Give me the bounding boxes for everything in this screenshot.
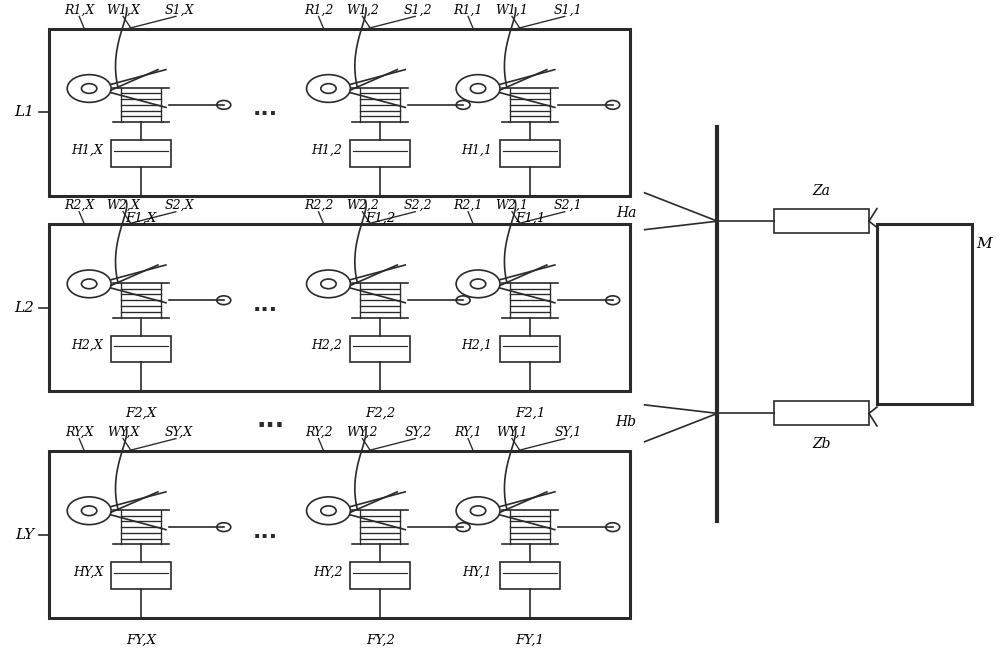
Text: S1,2: S1,2 (404, 3, 433, 16)
Text: W2,1: W2,1 (496, 199, 528, 212)
Text: ...: ... (253, 522, 278, 541)
Text: F1,2: F1,2 (365, 212, 395, 225)
Text: S1,1: S1,1 (553, 3, 582, 16)
Text: R2,1: R2,1 (453, 199, 483, 212)
Text: SY,2: SY,2 (405, 426, 432, 439)
Text: S2,1: S2,1 (553, 199, 582, 212)
Text: W2,2: W2,2 (346, 199, 379, 212)
Text: HY,X: HY,X (73, 566, 103, 579)
Text: RY,1: RY,1 (454, 426, 482, 439)
Text: M: M (977, 237, 992, 251)
Text: W1,1: W1,1 (496, 3, 528, 16)
Text: S2,X: S2,X (164, 199, 194, 212)
Text: FY,X: FY,X (126, 634, 156, 647)
Text: H1,X: H1,X (71, 144, 103, 157)
Text: H2,2: H2,2 (312, 339, 342, 352)
Text: SY,X: SY,X (165, 426, 193, 439)
Bar (111, 336, 171, 362)
Text: L2: L2 (14, 301, 34, 315)
Bar (500, 563, 560, 589)
Text: WY,2: WY,2 (347, 426, 378, 439)
Text: F1,X: F1,X (125, 212, 157, 225)
Text: FY,1: FY,1 (515, 634, 544, 647)
Text: ...: ... (253, 295, 278, 315)
Bar (49, 29, 630, 196)
Text: Zb: Zb (812, 437, 831, 450)
Text: FY,2: FY,2 (366, 634, 395, 647)
Text: L1: L1 (14, 105, 34, 119)
Text: F2,1: F2,1 (515, 407, 545, 420)
Bar (350, 336, 410, 362)
Bar (500, 336, 560, 362)
Text: F2,2: F2,2 (365, 407, 395, 420)
Text: HY,1: HY,1 (463, 566, 492, 579)
Text: F1,1: F1,1 (515, 212, 545, 225)
Bar (774, 402, 869, 425)
Text: RY,2: RY,2 (305, 426, 332, 439)
Text: W2,X: W2,X (106, 199, 140, 212)
Text: RY,X: RY,X (65, 426, 93, 439)
Text: W1,2: W1,2 (346, 3, 379, 16)
Text: ...: ... (257, 408, 285, 432)
Text: SY,1: SY,1 (554, 426, 581, 439)
Bar (111, 140, 171, 167)
Text: H2,1: H2,1 (461, 339, 492, 352)
Text: F2,X: F2,X (125, 407, 157, 420)
Bar (49, 451, 630, 618)
Bar (350, 140, 410, 167)
Text: Za: Za (813, 184, 831, 198)
Text: H2,X: H2,X (71, 339, 103, 352)
Text: ...: ... (253, 99, 278, 119)
Text: R2,X: R2,X (64, 199, 94, 212)
Text: WY,1: WY,1 (496, 426, 528, 439)
Text: H1,2: H1,2 (312, 144, 342, 157)
Text: R1,1: R1,1 (453, 3, 483, 16)
Bar (500, 140, 560, 167)
Bar (350, 563, 410, 589)
Text: S2,2: S2,2 (404, 199, 433, 212)
Text: R2,2: R2,2 (304, 199, 333, 212)
Bar (111, 563, 171, 589)
Text: R1,X: R1,X (64, 3, 94, 16)
Text: WY,X: WY,X (107, 426, 139, 439)
Text: LY: LY (15, 528, 34, 542)
Text: R1,2: R1,2 (304, 3, 333, 16)
Bar (49, 225, 630, 391)
Text: Ha: Ha (616, 206, 637, 219)
Text: H1,1: H1,1 (461, 144, 492, 157)
Text: Hb: Hb (616, 415, 637, 429)
Bar (877, 225, 972, 404)
Text: S1,X: S1,X (164, 3, 194, 16)
Text: W1,X: W1,X (106, 3, 140, 16)
Bar (774, 209, 869, 233)
Text: HY,2: HY,2 (313, 566, 342, 579)
